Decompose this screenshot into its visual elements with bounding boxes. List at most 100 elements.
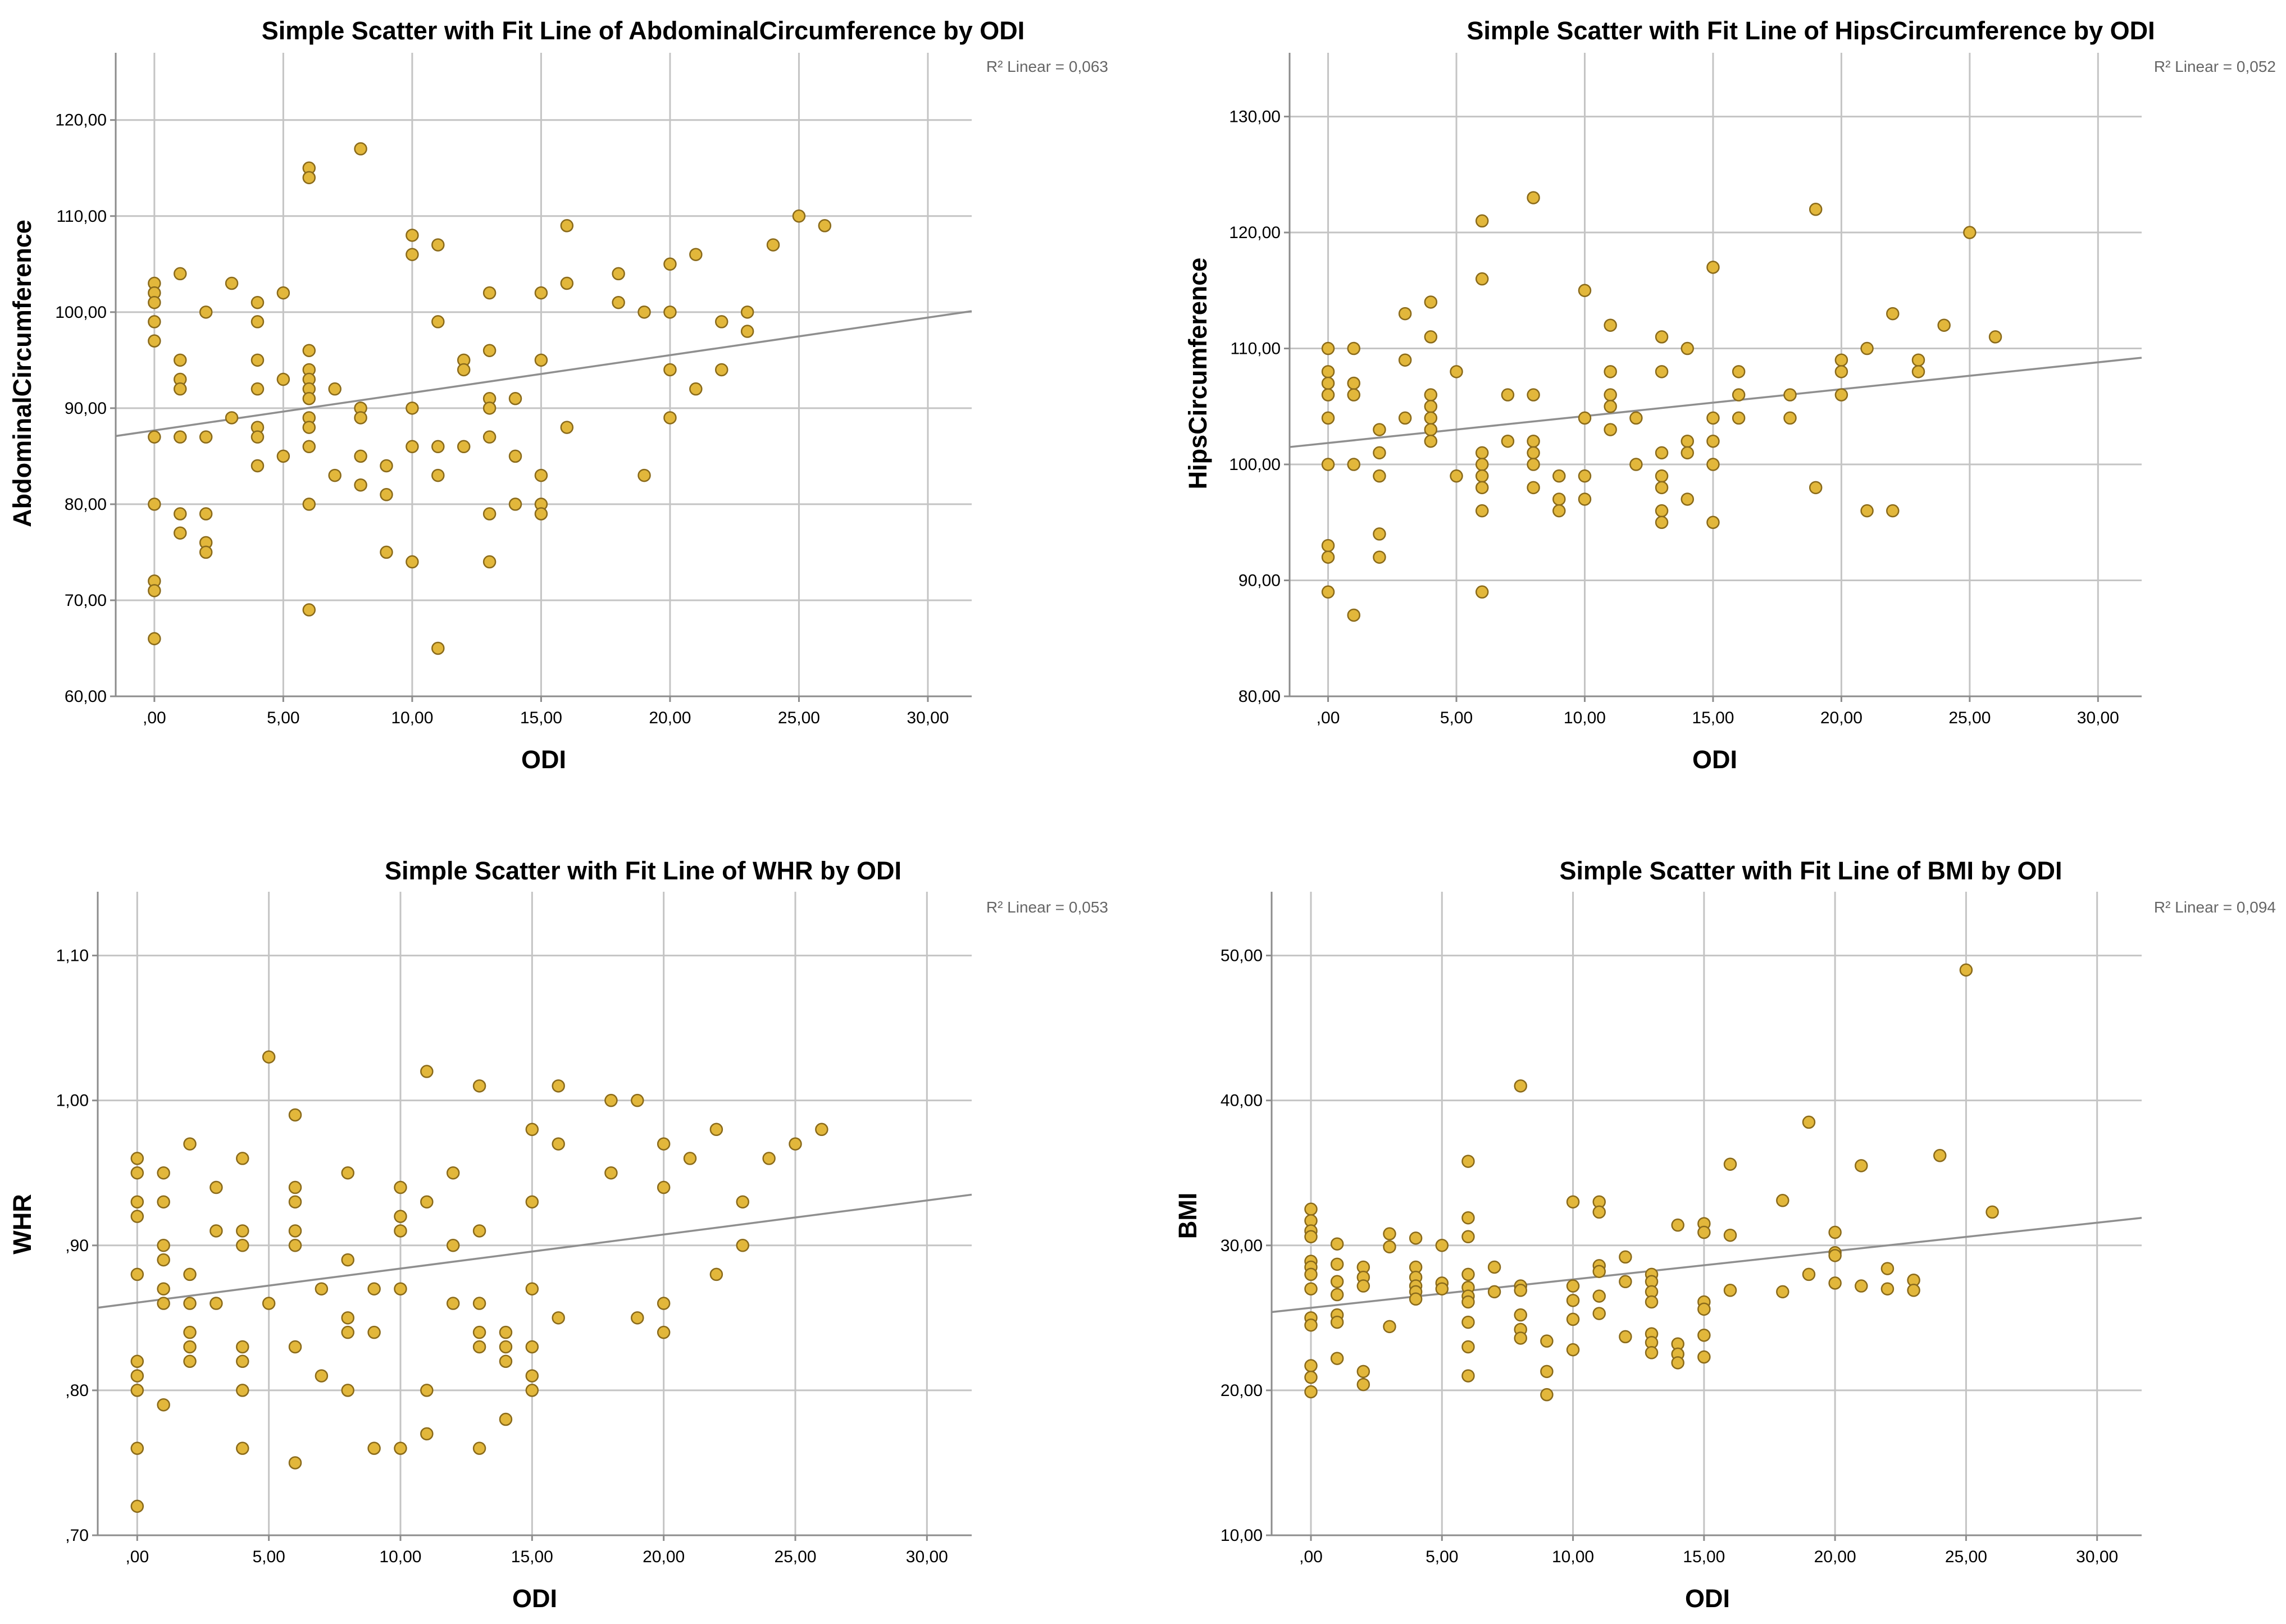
data-point <box>406 229 419 242</box>
data-point <box>148 584 161 597</box>
data-point <box>1383 1320 1396 1334</box>
data-point <box>1619 1330 1632 1344</box>
data-point <box>637 468 651 482</box>
data-point <box>1424 434 1438 448</box>
x-tick-label: 10,00 <box>379 1548 421 1566</box>
data-point <box>1373 550 1386 564</box>
data-point <box>789 1137 802 1151</box>
data-point <box>302 344 316 357</box>
x-tick-label: 5,00 <box>1440 709 1473 727</box>
data-point <box>1732 365 1746 378</box>
data-point <box>1304 1282 1318 1295</box>
data-point <box>1461 1267 1475 1281</box>
data-point <box>1566 1312 1580 1326</box>
data-points <box>148 142 832 655</box>
y-axis-label: BMI <box>1173 1193 1202 1239</box>
data-point <box>1424 400 1438 413</box>
data-point <box>1330 1315 1344 1329</box>
data-point <box>1959 963 1973 977</box>
y-tick-label: 80,00 <box>1238 687 1281 706</box>
data-point <box>302 440 316 454</box>
data-point <box>472 1340 486 1354</box>
axis-ticks: ,00 5,00 10,00 15,00 20,00 25,00 30,00 80,00 90,… <box>1229 108 2119 727</box>
data-point <box>604 1166 618 1180</box>
data-point <box>367 1325 381 1339</box>
data-point <box>1706 434 1720 448</box>
data-point <box>1671 1356 1684 1370</box>
data-point <box>288 1239 302 1252</box>
data-point <box>199 430 213 444</box>
data-point <box>251 353 265 367</box>
data-point <box>1855 1279 1868 1293</box>
data-point <box>1681 341 1694 355</box>
x-axis-label: ODI <box>1692 745 1737 774</box>
data-points <box>1321 191 2002 622</box>
data-point <box>406 248 419 261</box>
data-point <box>157 1297 170 1310</box>
data-point <box>683 1152 697 1165</box>
data-point <box>1671 1218 1684 1232</box>
x-tick-label: 5,00 <box>252 1548 285 1566</box>
data-point <box>1706 411 1720 425</box>
data-point <box>420 1427 434 1441</box>
axis-ticks: ,00 5,00 10,00 15,00 20,00 25,00 30,00 ,70 ,80 ,9… <box>56 947 948 1566</box>
y-tick-label: 50,00 <box>1221 947 1263 965</box>
data-point <box>1527 191 1540 204</box>
x-tick-label: 15,00 <box>1692 709 1734 727</box>
data-point <box>1514 1331 1527 1345</box>
data-point <box>534 468 548 482</box>
x-tick-label: ,00 <box>143 709 166 727</box>
data-point <box>431 440 445 454</box>
data-point <box>1783 388 1797 402</box>
data-point <box>1424 411 1438 425</box>
data-point <box>1475 469 1489 483</box>
x-axis-label: ODI <box>521 745 566 774</box>
data-point <box>148 430 161 444</box>
data-point <box>236 1224 249 1238</box>
data-point <box>499 1325 513 1339</box>
data-point <box>1619 1275 1632 1289</box>
data-point <box>1552 504 1566 518</box>
data-point <box>525 1340 539 1354</box>
data-point <box>288 1195 302 1209</box>
data-point <box>482 507 497 521</box>
data-point <box>183 1325 197 1339</box>
data-point <box>1475 458 1489 471</box>
data-point <box>1356 1279 1370 1293</box>
data-point <box>354 142 367 156</box>
fit-line <box>115 310 972 437</box>
data-point <box>174 526 187 540</box>
data-point <box>130 1369 144 1383</box>
data-point <box>482 555 497 569</box>
data-point <box>174 353 187 367</box>
x-tick-label: 15,00 <box>511 1548 553 1566</box>
y-tick-label: 20,00 <box>1221 1381 1263 1400</box>
data-point <box>183 1297 197 1310</box>
data-point <box>1330 1275 1344 1289</box>
y-tick-label: 120,00 <box>55 111 107 130</box>
data-point <box>1860 341 1874 355</box>
data-point <box>1475 272 1489 286</box>
data-point <box>1886 504 1900 518</box>
data-point <box>1911 365 1925 378</box>
data-point <box>1809 203 1823 216</box>
x-tick-label: 10,00 <box>391 709 433 727</box>
data-point <box>560 276 574 290</box>
data-point <box>1461 1315 1475 1329</box>
data-point <box>1347 376 1360 390</box>
r2-label: R² Linear = 0,052 <box>2154 58 2276 75</box>
data-point <box>499 1340 513 1354</box>
data-point <box>1604 318 1617 332</box>
data-point <box>431 315 445 329</box>
data-point <box>420 1065 434 1078</box>
data-point <box>157 1282 170 1295</box>
data-point <box>472 1224 486 1238</box>
data-point <box>740 325 754 338</box>
data-point <box>1330 1288 1344 1302</box>
data-point <box>1834 353 1848 367</box>
data-point <box>1383 1240 1396 1254</box>
y-tick-label: 80,00 <box>65 495 107 514</box>
data-point <box>1802 1267 1816 1281</box>
